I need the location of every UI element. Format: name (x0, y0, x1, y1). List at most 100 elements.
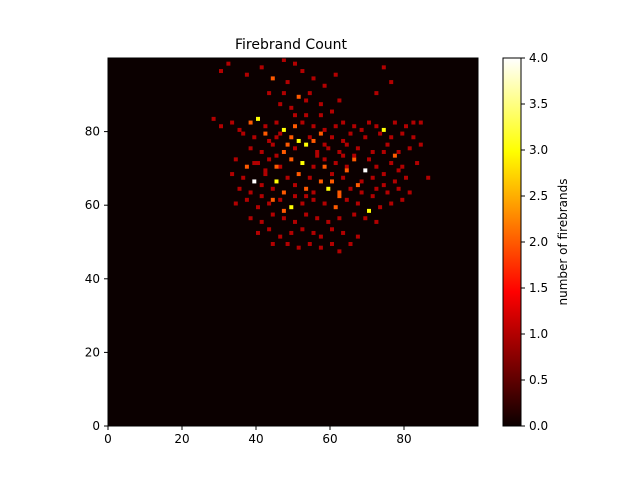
heatmap-cell (300, 227, 305, 232)
heatmap-cell (281, 208, 286, 213)
heatmap-cell (278, 164, 283, 169)
heatmap-cell (244, 164, 249, 169)
heatmap-cell (248, 216, 253, 221)
heatmap-cell (259, 65, 264, 70)
colorbar-tick-label: 2.0 (529, 235, 548, 249)
heatmap-cell (337, 194, 342, 199)
heatmap-cell (374, 219, 379, 224)
colorbar-ticks: 0.0 0.5 1.0 1.5 2.0 2.5 3.0 3.5 4.0 (521, 51, 548, 433)
heatmap-cell (293, 113, 297, 118)
heatmap-cell (289, 157, 294, 162)
heatmap-cell (322, 142, 327, 147)
heatmap-cell (352, 212, 357, 217)
heatmap-cell (304, 212, 309, 217)
heatmap-cell (267, 138, 272, 143)
heatmap-cell (381, 127, 386, 132)
heatmap-cell (304, 98, 309, 103)
heatmap-cell (278, 102, 283, 107)
heatmap-cell (370, 150, 375, 154)
heatmap-cell (244, 72, 249, 77)
heatmap-cell (259, 150, 264, 154)
heatmap-cell (281, 216, 286, 221)
heatmap-cell (318, 179, 323, 184)
heatmap-cell (359, 190, 364, 195)
heatmap-cell (230, 172, 235, 177)
heatmap-cell (352, 153, 357, 158)
x-tick-label: 60 (322, 432, 337, 446)
heatmap-cell (341, 120, 346, 125)
plot-area (107, 57, 479, 427)
y-tick-label: 80 (85, 125, 100, 139)
x-tick-label: 40 (248, 432, 263, 446)
heatmap-cell (333, 205, 338, 210)
heatmap-cell (404, 175, 408, 180)
heatmap-cell (259, 219, 264, 224)
heatmap-cell (241, 131, 246, 136)
heatmap-cell (359, 179, 364, 184)
heatmap-cell (355, 201, 360, 206)
heatmap-cell (270, 242, 275, 246)
heatmap-cell (374, 186, 379, 191)
heatmap-cell (400, 197, 405, 202)
heatmap-cell (326, 219, 331, 224)
colorbar-tick-label: 1.0 (529, 327, 548, 341)
heatmap-cell (370, 194, 375, 199)
heatmap-cell (381, 172, 386, 177)
heatmap-cell (281, 190, 286, 195)
heatmap-cell (270, 76, 275, 81)
heatmap-cell (370, 175, 375, 180)
heatmap-cell (230, 120, 235, 125)
heatmap-cell (426, 175, 431, 180)
colorbar-label: number of firebrands (556, 178, 570, 305)
heatmap-cell (330, 172, 334, 177)
heatmap-cells (211, 58, 431, 254)
heatmap-cell (248, 146, 253, 151)
heatmap-cell (392, 153, 397, 158)
heatmap-cell (337, 249, 342, 254)
heatmap-cell (270, 197, 275, 202)
heatmap-cell (304, 186, 309, 191)
heatmap-cell (267, 91, 272, 96)
heatmap-cell (396, 168, 401, 173)
heatmap-cell (311, 230, 316, 235)
heatmap-cell (389, 135, 394, 140)
heatmap-cell (418, 142, 423, 147)
colorbar: 0.0 0.5 1.0 1.5 2.0 2.5 3.0 3.5 4.0 number of fi… (502, 51, 570, 433)
heatmap-cell (281, 91, 286, 96)
heatmap-cell (304, 194, 309, 199)
heatmap-cell (274, 153, 279, 158)
heatmap-cell (352, 157, 357, 162)
heatmap-cell (285, 80, 290, 85)
plot-frame (107, 57, 479, 427)
heatmap-cell (293, 146, 297, 151)
heatmap-cell (285, 175, 290, 180)
heatmap-cell (293, 124, 297, 129)
colorbar-tick-label: 1.5 (529, 281, 548, 295)
heatmap-cell (211, 116, 216, 121)
heatmap-cell (293, 183, 297, 188)
heatmap-cell (237, 186, 242, 191)
heatmap-cell (270, 212, 275, 217)
x-tick-label: 0 (104, 432, 112, 446)
heatmap-cell (300, 161, 305, 166)
heatmap-cell (233, 201, 238, 206)
heatmap-cell (259, 183, 264, 188)
heatmap-cell (344, 197, 349, 202)
heatmap-cell (311, 138, 316, 143)
heatmap-cell (318, 245, 323, 250)
heatmap-cell (267, 201, 272, 206)
heatmap-cell (300, 120, 305, 125)
heatmap-cell (411, 135, 416, 140)
heatmap-cell (326, 146, 331, 151)
heatmap-cell (363, 168, 368, 173)
heatmap-cell (330, 135, 334, 140)
heatmap-cell (304, 142, 309, 147)
heatmap-cell (404, 124, 408, 129)
heatmap-cell (315, 216, 320, 221)
heatmap-cell (337, 190, 342, 195)
heatmap-cell (344, 164, 349, 169)
heatmap-cell (293, 61, 297, 66)
heatmap-cell (348, 131, 353, 136)
heatmap-cell (311, 76, 316, 81)
heatmap-cell (396, 186, 401, 191)
